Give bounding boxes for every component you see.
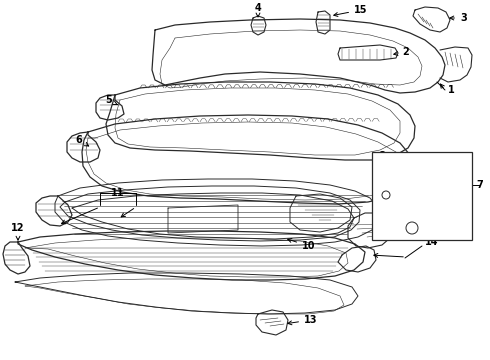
Text: 11: 11 (111, 188, 125, 198)
Text: 3: 3 (450, 13, 467, 23)
Text: 15: 15 (334, 5, 368, 17)
Text: 13: 13 (288, 315, 318, 325)
Text: 14: 14 (425, 237, 439, 247)
Text: 4: 4 (255, 3, 261, 17)
Text: 6: 6 (75, 135, 89, 146)
Text: 9: 9 (406, 183, 413, 193)
Text: 5: 5 (105, 95, 117, 105)
Text: 7: 7 (476, 180, 483, 190)
Bar (372, 152, 472, 240)
Text: 1: 1 (448, 85, 455, 95)
Text: 8: 8 (378, 151, 385, 161)
Text: 2: 2 (394, 47, 409, 57)
Text: 12: 12 (11, 223, 25, 240)
Text: 10: 10 (288, 239, 316, 251)
